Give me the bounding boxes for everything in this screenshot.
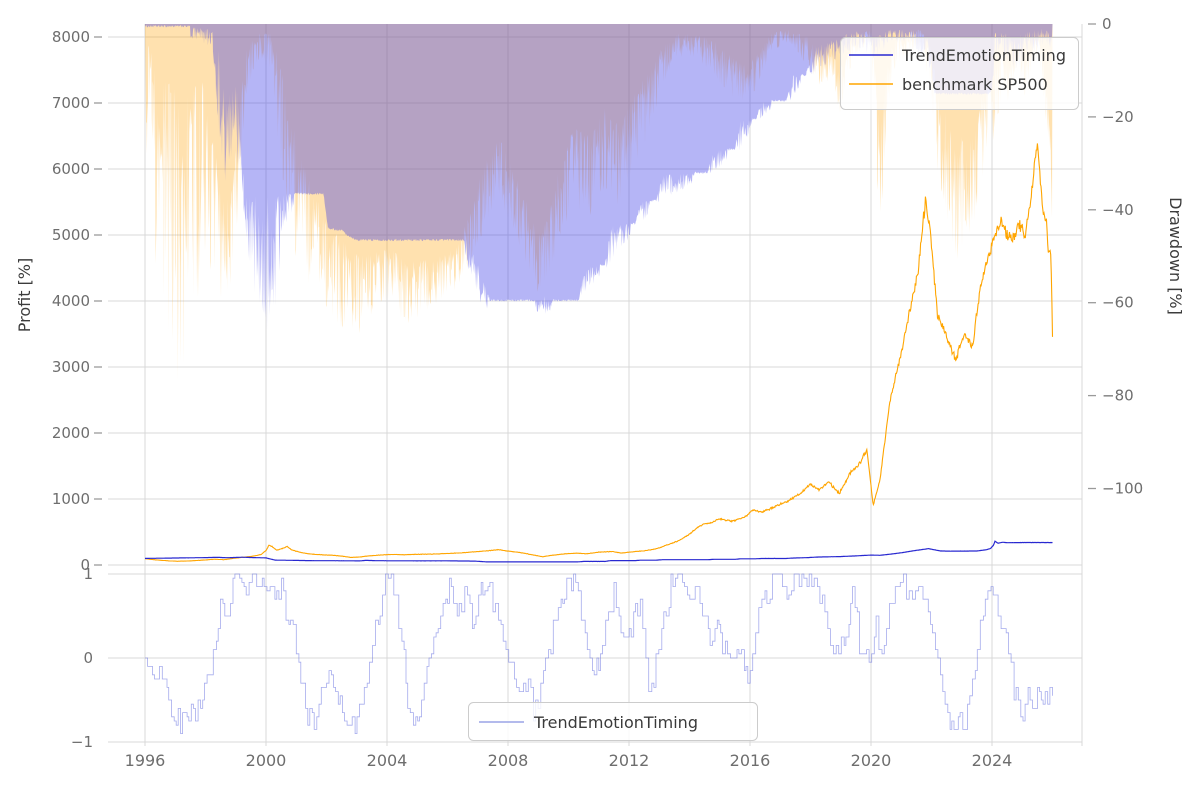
svg-text:2004: 2004 [367,751,408,770]
svg-text:0: 0 [80,556,90,574]
strategy-profit-line [145,540,1053,563]
svg-text:−100: −100 [1102,480,1143,498]
svg-text:0: 0 [83,649,93,667]
svg-text:−20: −20 [1102,108,1134,126]
svg-text:−60: −60 [1102,294,1134,312]
svg-text:2024: 2024 [972,751,1013,770]
benchmark-profit-line [144,143,1054,562]
svg-text:2012: 2012 [609,751,650,770]
svg-text:8000: 8000 [52,28,90,46]
left-axis-title: Profit [%] [15,258,34,333]
svg-text:1000: 1000 [52,490,90,508]
svg-text:6000: 6000 [52,160,90,178]
svg-text:7000: 7000 [52,94,90,112]
svg-text:2008: 2008 [488,751,529,770]
benchmark-drawdown-area [145,24,1053,380]
legend-top-box [840,37,1079,110]
svg-text:1996: 1996 [125,751,166,770]
legend-top: TrendEmotionTiming benchmark SP500 [840,37,1079,110]
svg-text:2000: 2000 [52,424,90,442]
svg-text:0: 0 [1102,15,1112,33]
signal-step-line [145,573,1053,734]
svg-text:2016: 2016 [730,751,771,770]
legend-signal-label: TrendEmotionTiming [533,713,698,732]
drawdown-fills [145,24,1053,380]
svg-text:−1: −1 [71,733,93,751]
svg-text:5000: 5000 [52,226,90,244]
svg-text:2000: 2000 [246,751,287,770]
svg-text:1: 1 [83,565,93,583]
tick-labels: 8000 7000 6000 5000 4000 3000 2000 1000 0 0 −20 −40… [52,15,1143,770]
signal-curve [145,573,1053,734]
svg-text:3000: 3000 [52,358,90,376]
svg-text:4000: 4000 [52,292,90,310]
strategy-drawdown-area [145,24,1053,331]
legend-bottom-box [468,702,758,741]
svg-text:2020: 2020 [851,751,892,770]
legend-bottom: TrendEmotionTiming [468,702,758,741]
svg-text:−40: −40 [1102,201,1134,219]
top-panel-grid [108,24,1082,567]
profit-curves [144,143,1054,563]
legend-benchmark-label: benchmark SP500 [902,75,1048,94]
right-axis-title: Drawdown [%] [1166,197,1185,315]
svg-text:−80: −80 [1102,387,1134,405]
legend-strategy-label: TrendEmotionTiming [901,46,1066,65]
